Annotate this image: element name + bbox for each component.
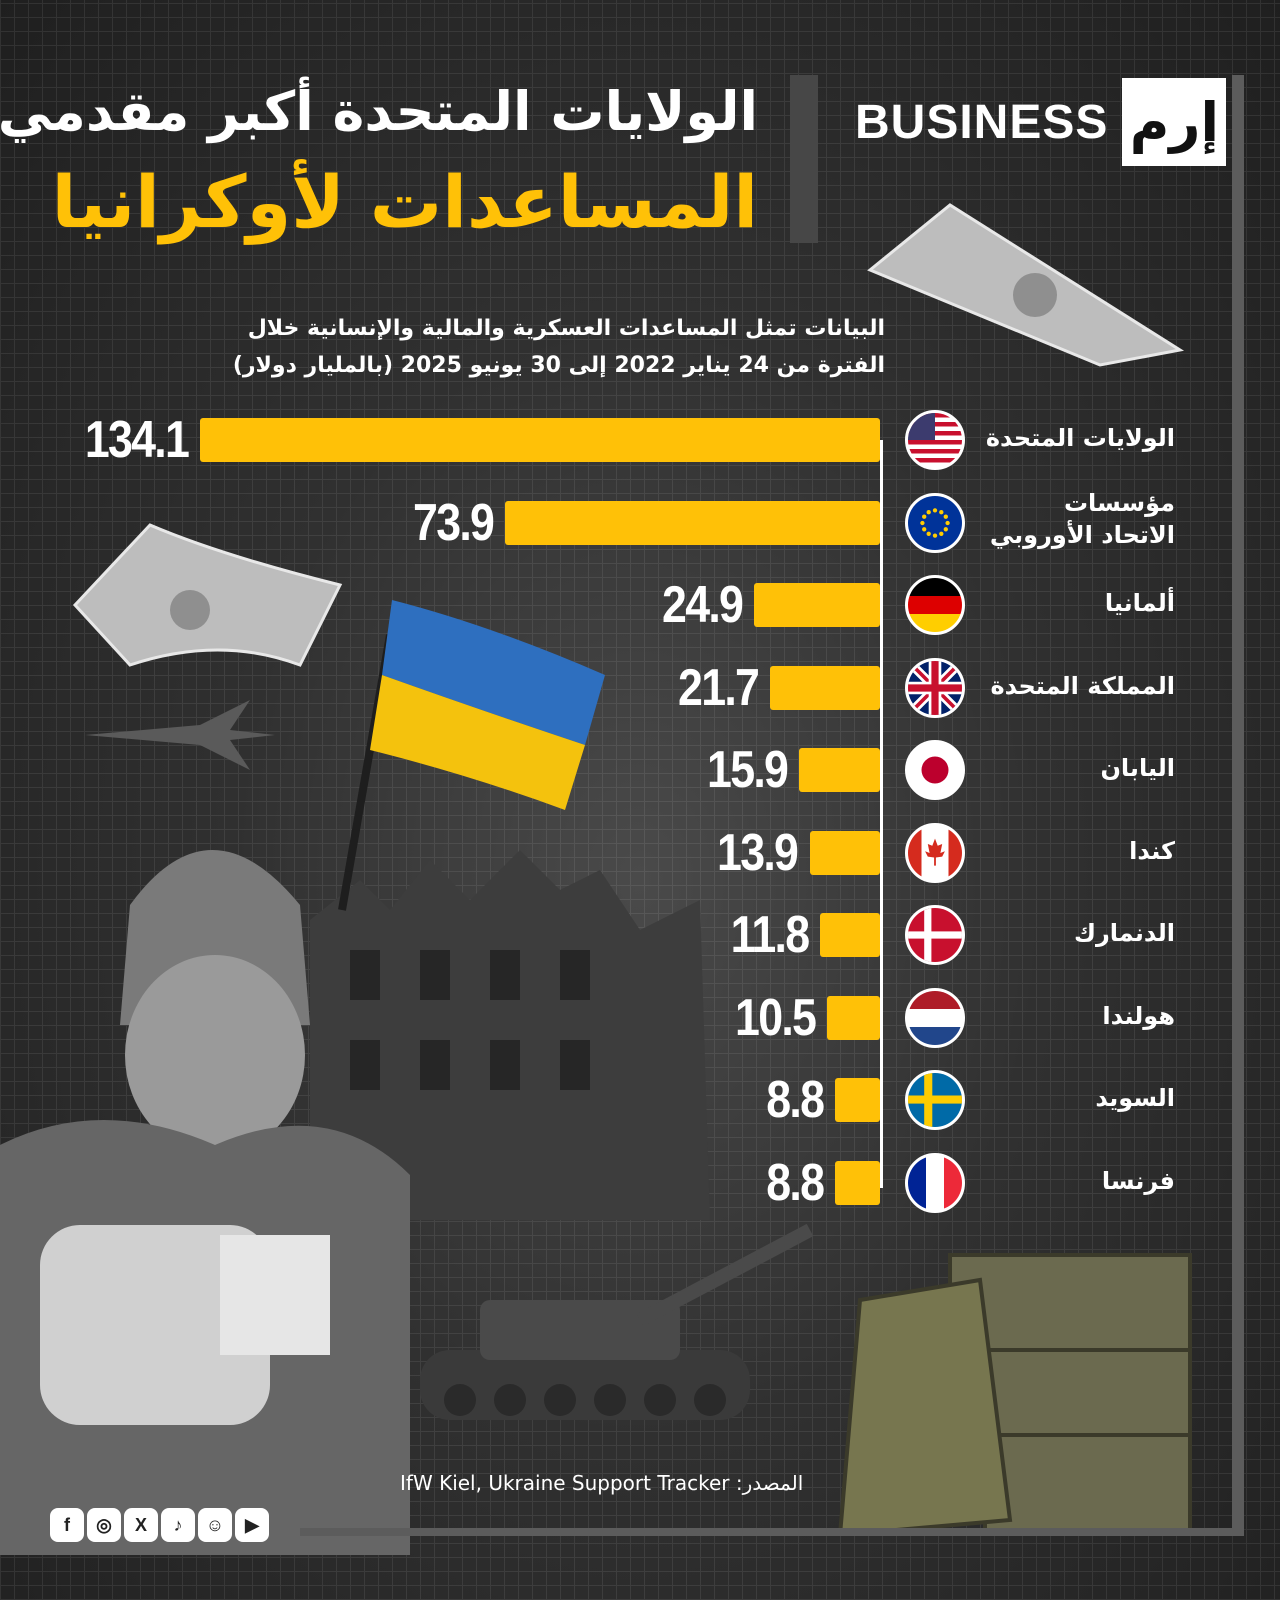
weapon-crates-icon: [837, 1253, 1192, 1535]
uk-flag-icon: [905, 657, 965, 718]
bar: [835, 1078, 880, 1122]
category-label: السويد: [1095, 1084, 1175, 1112]
bar-value-label: 15.9: [707, 741, 789, 799]
bar-value-label: 8.8: [766, 1153, 825, 1212]
money-bill-icon: [72, 523, 343, 667]
logo-mark: إرم: [1122, 78, 1227, 166]
category-label: الولايات المتحدة: [985, 424, 1175, 452]
fighter-jet-icon: [85, 700, 275, 770]
bar-value-label: 10.5: [734, 988, 817, 1047]
ruined-building-icon: [310, 850, 710, 1220]
bar: [809, 830, 880, 875]
facebook-icon[interactable]: f: [50, 1508, 84, 1542]
x-icon[interactable]: X: [124, 1508, 158, 1542]
bar: [799, 748, 880, 792]
sweden-flag-icon: [905, 1070, 965, 1130]
category-label: مؤسسات الاتحاد الأوروبي: [989, 488, 1175, 549]
germany-flag-icon: [905, 575, 965, 635]
frame-bottom: [300, 1528, 1244, 1536]
instagram-icon[interactable]: ◎: [87, 1508, 121, 1542]
japan-flag-icon: [905, 740, 965, 800]
bar-value-label: 134.1: [84, 411, 190, 469]
person-with-aid-icon: [0, 850, 410, 1555]
france-flag-icon: [905, 1152, 965, 1213]
bar-value-label: 8.8: [766, 1071, 825, 1129]
youtube-icon[interactable]: ▶: [235, 1508, 269, 1542]
brand-name: BUSINESS: [855, 95, 1109, 149]
page-title-highlight: المساعدات لأوكرانيا: [51, 160, 758, 244]
bar-value-label: 73.9: [413, 493, 495, 552]
frame-right: [1232, 75, 1244, 1535]
page-title: الولايات المتحدة أكبر مقدمي: [0, 80, 758, 143]
bar-value-label: 21.7: [677, 658, 760, 717]
social-icons: f ◎ X ♪ ☺ ▶: [50, 1508, 269, 1542]
bar: [505, 500, 880, 545]
source-note: المصدر: IfW Kiel, Ukraine Support Tracke…: [400, 1471, 804, 1495]
bar: [820, 913, 880, 957]
bar: [753, 583, 880, 627]
bar: [835, 1160, 880, 1205]
category-label: فرنسا: [1101, 1166, 1175, 1195]
tank-icon: [420, 1223, 814, 1420]
bar: [826, 995, 880, 1040]
snapchat-icon[interactable]: ☺: [198, 1508, 232, 1542]
netherlands-flag-icon: [905, 987, 965, 1048]
money-bill-icon: [867, 203, 1185, 367]
category-label: المملكة المتحدة: [990, 671, 1175, 700]
category-label: هولندا: [1102, 1001, 1175, 1030]
category-label: الدنمارك: [1073, 919, 1175, 947]
bar: [769, 665, 880, 710]
bar: [200, 418, 880, 462]
category-label: كندا: [1129, 836, 1175, 865]
category-label: ألمانيا: [1104, 589, 1175, 617]
chart-axis-line: [880, 440, 883, 1188]
bar-value-label: 11.8: [730, 906, 809, 964]
bar-value-label: 13.9: [717, 823, 799, 882]
eu-flag-icon: [905, 492, 965, 553]
canada-flag-icon: [905, 822, 965, 883]
brand-logo: BUSINESS إرم: [855, 77, 1227, 167]
us-flag-icon: [905, 410, 965, 470]
bar-value-label: 24.9: [661, 576, 744, 634]
denmark-flag-icon: [905, 905, 965, 965]
category-label: اليابان: [1100, 754, 1175, 782]
chart-note: البيانات تمثل المساعدات العسكرية والمالي…: [232, 316, 885, 378]
title-divider: [790, 75, 818, 243]
tiktok-icon[interactable]: ♪: [161, 1508, 195, 1542]
ukraine-flag-icon: [338, 600, 605, 911]
